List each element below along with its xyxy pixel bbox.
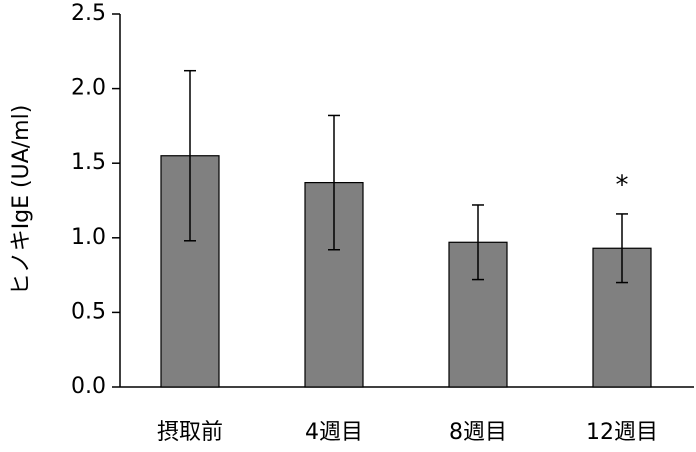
y-tick-label: 0.0 — [71, 374, 106, 399]
x-tick-label: 4週目 — [305, 420, 363, 445]
error-bar — [184, 69, 196, 242]
x-tick-label: 8週目 — [449, 420, 507, 445]
y-tick-label: 1.0 — [71, 225, 106, 250]
x-tick-label: 摂取前 — [157, 420, 223, 445]
annotation: * — [616, 170, 629, 200]
y-tick-label: 1.5 — [71, 150, 106, 175]
y-tick-label: 2.5 — [71, 1, 106, 26]
error-bar — [328, 114, 340, 251]
y-tick-label: 0.5 — [71, 299, 106, 324]
x-tick-label: 12週目 — [586, 420, 658, 445]
y-axis-label: ヒノキIgE (UA/ml) — [9, 105, 34, 296]
y-tick-label: 2.0 — [71, 76, 106, 101]
error-bar — [472, 204, 484, 281]
error-bar — [616, 213, 628, 284]
